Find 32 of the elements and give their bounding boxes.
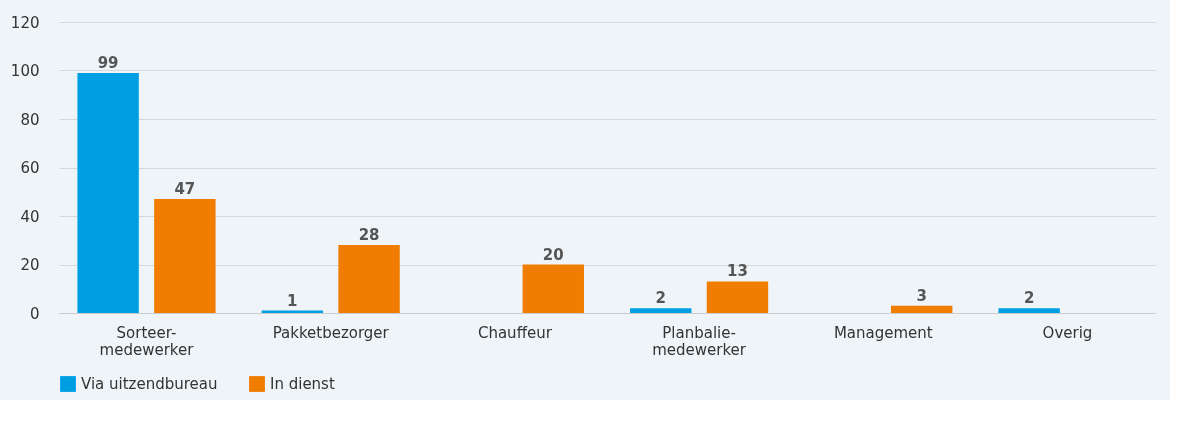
y-tick-label: 60 — [20, 159, 40, 177]
data-label: 1 — [287, 291, 298, 310]
bar — [630, 308, 692, 313]
data-label: 13 — [727, 262, 748, 281]
x-tick-label: Chauffeur — [477, 323, 553, 342]
data-label: 47 — [174, 180, 196, 199]
y-tick-label: 0 — [29, 304, 40, 323]
y-tick-label: 20 — [20, 256, 40, 274]
data-label: 2 — [1023, 289, 1035, 308]
y-tick-label: 120 — [10, 13, 40, 32]
legend-label: In dienst — [270, 375, 335, 393]
x-tick-label: Planbalie- medewerker — [652, 323, 747, 359]
data-label: 3 — [916, 286, 927, 305]
data-label: 99 — [97, 53, 119, 72]
bar — [77, 72, 139, 313]
bar — [706, 281, 769, 313]
bar — [998, 308, 1060, 313]
y-tick-label: 100 — [10, 62, 40, 80]
legend-label: Via uitzendbureau — [81, 375, 218, 393]
data-label: 28 — [358, 226, 380, 245]
bar — [522, 264, 584, 313]
x-tick-label: Management — [833, 323, 933, 342]
data-label: 20 — [542, 245, 564, 264]
x-tick-label: Pakketbezorger — [272, 323, 390, 342]
y-tick-label: 40 — [20, 207, 40, 226]
x-tick-label: Sorteer- medewerker — [99, 323, 195, 359]
x-tick-label: Overig — [1042, 323, 1093, 342]
data-label: 2 — [655, 289, 666, 308]
bar — [154, 199, 216, 313]
y-tick-label: 80 — [20, 110, 40, 129]
bar — [890, 305, 953, 313]
bar — [338, 245, 400, 313]
